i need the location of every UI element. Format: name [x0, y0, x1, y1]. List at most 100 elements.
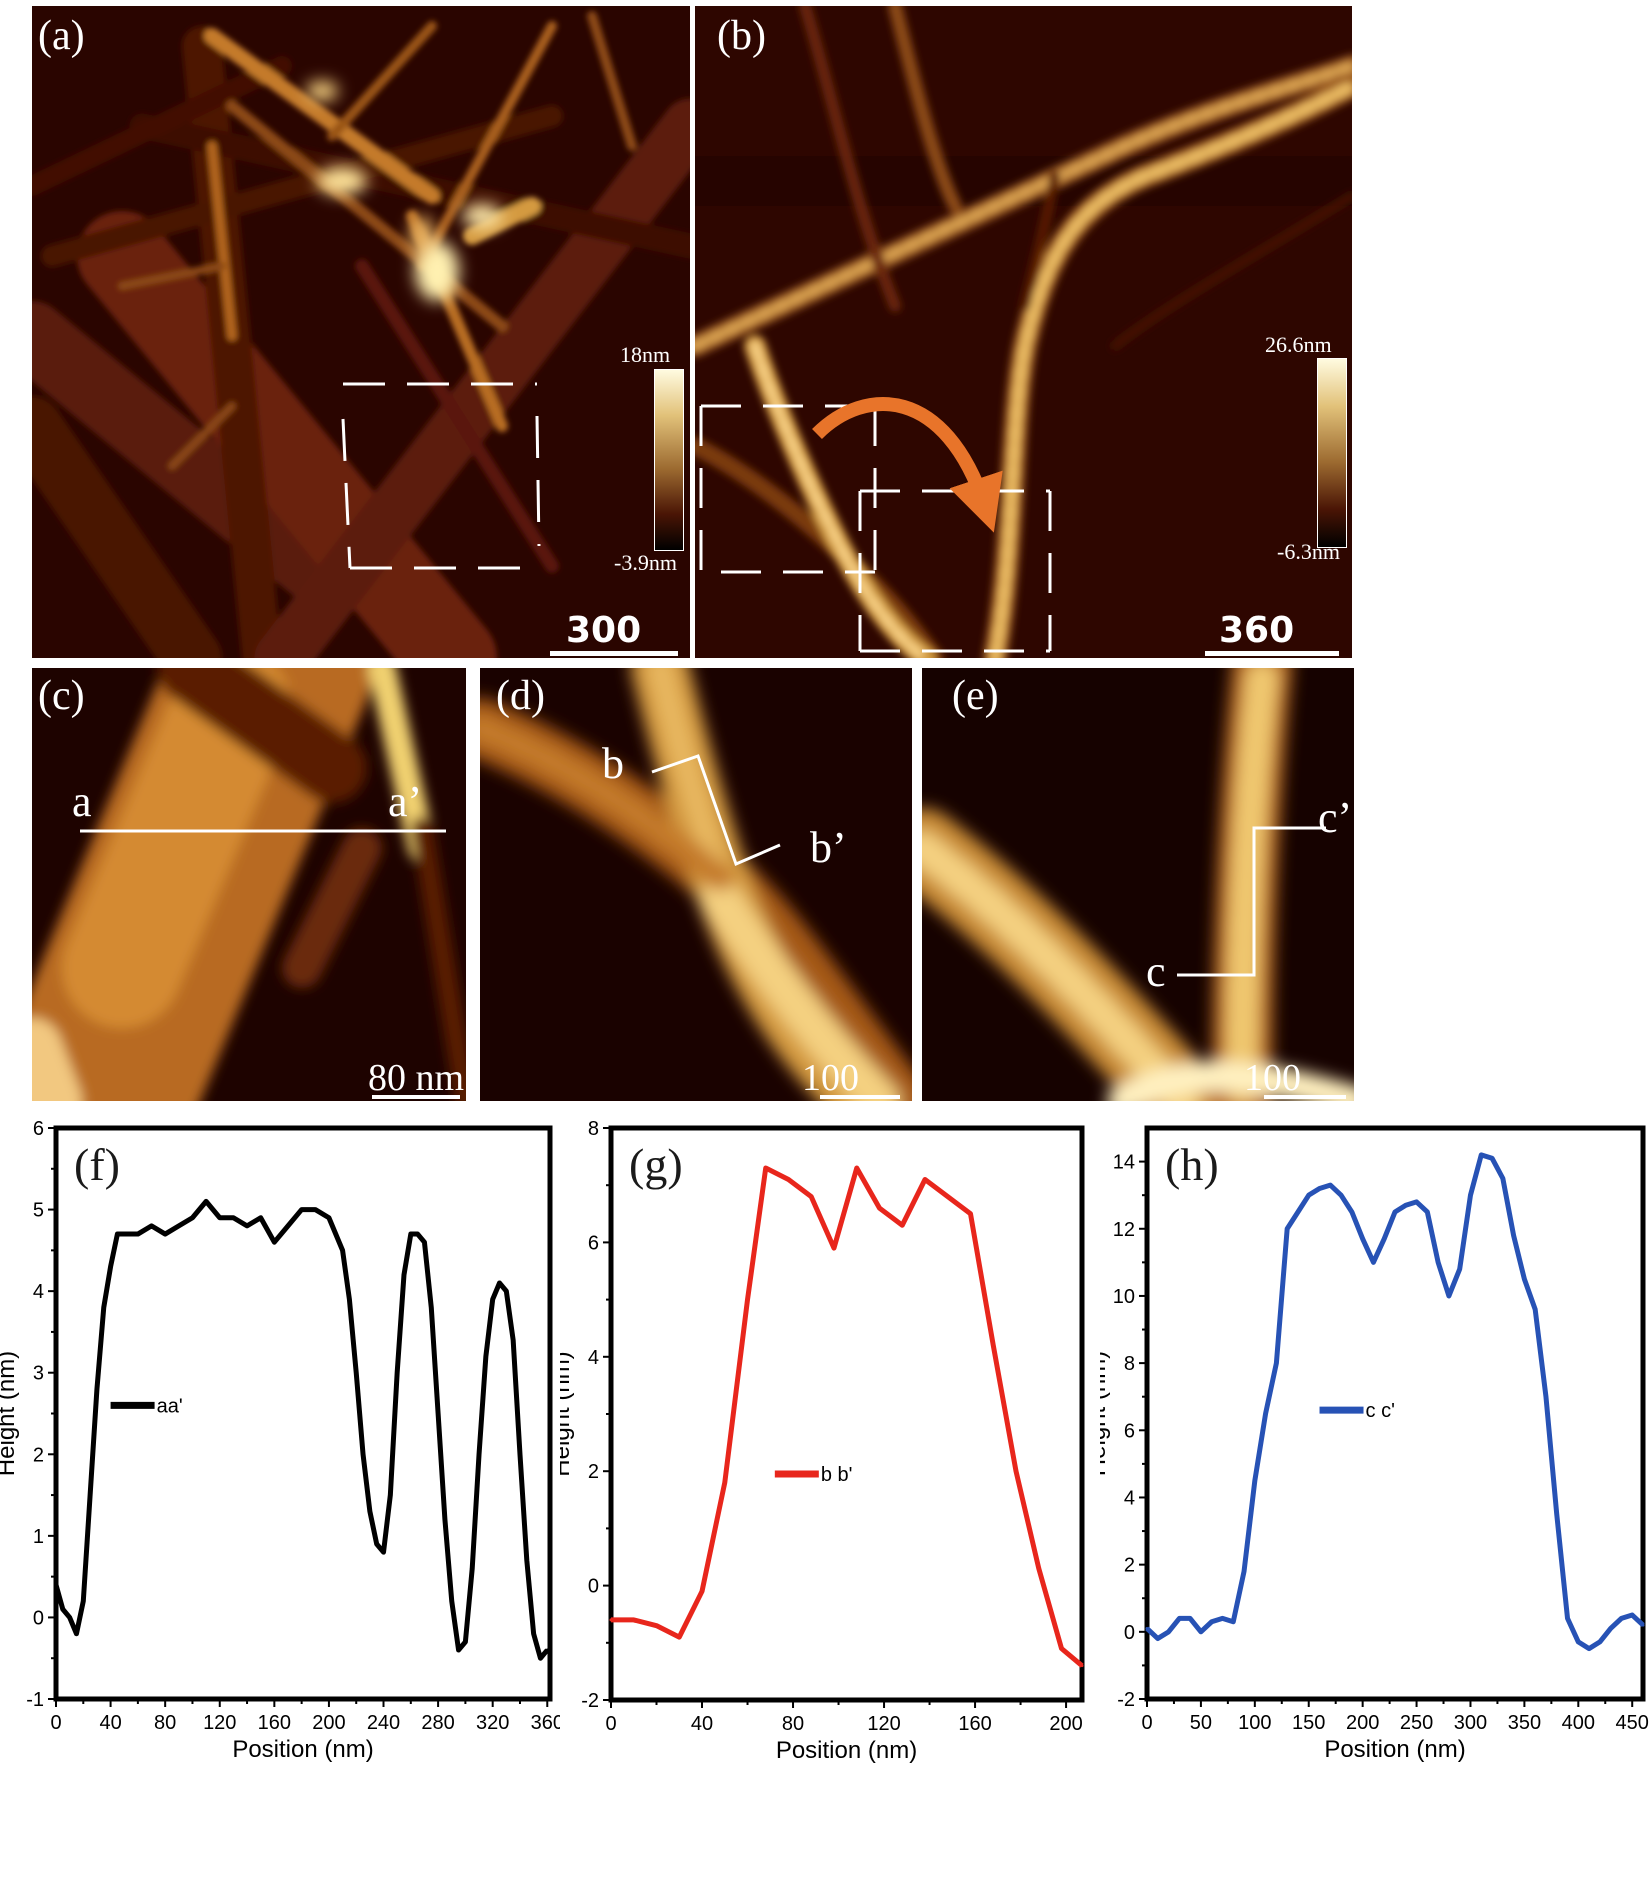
data-point — [259, 1216, 263, 1220]
y-tick-label: 2 — [588, 1461, 599, 1483]
data-point — [498, 1281, 502, 1285]
data-point — [1274, 1361, 1278, 1365]
data-point — [88, 1493, 92, 1497]
data-point — [245, 1224, 249, 1228]
data-point — [272, 1240, 276, 1244]
data-point — [1425, 1210, 1429, 1214]
x-tick-label: 240 — [367, 1712, 400, 1734]
data-point — [429, 1305, 433, 1309]
data-point — [1037, 1566, 1041, 1570]
series-points-0 — [54, 1199, 549, 1660]
data-point — [1264, 1412, 1268, 1415]
x-axis-label: Position (nm) — [1324, 1736, 1465, 1763]
scale-bar-label-d: 100 nm — [802, 1057, 859, 1099]
data-point — [1436, 1260, 1440, 1264]
data-point — [74, 1632, 78, 1636]
y-tick-label: 0 — [1124, 1622, 1135, 1644]
height-profile-chart-g: 0 40 80 120 160 200 -2 0 2 4 6 8 Position (nm) Height… — [560, 1110, 1100, 1879]
data-point — [382, 1550, 386, 1554]
data-point — [150, 1224, 154, 1228]
data-point — [436, 1412, 440, 1415]
line-end-label-e: c’ — [1318, 793, 1353, 842]
data-point — [1501, 1176, 1505, 1180]
legend-label: aa' — [157, 1395, 183, 1417]
data-point — [122, 1232, 126, 1236]
data-point — [700, 1589, 704, 1593]
panel-label-a: (a) — [38, 13, 85, 59]
plot-frame — [1144, 1125, 1646, 1702]
y-tick-label: 6 — [588, 1232, 599, 1254]
data-point — [190, 1216, 194, 1220]
data-point — [1447, 1294, 1451, 1298]
data-point — [457, 1648, 461, 1652]
data-point — [443, 1518, 447, 1522]
chart-panel-label: (g) — [629, 1139, 683, 1190]
data-point — [1468, 1193, 1472, 1197]
data-point — [177, 1224, 181, 1228]
x-tick-label: 350 — [1508, 1712, 1541, 1734]
data-point — [388, 1493, 392, 1497]
y-tick-label: 4 — [33, 1281, 44, 1303]
data-point — [1307, 1193, 1311, 1197]
data-point — [163, 1232, 167, 1236]
data-point — [511, 1338, 515, 1342]
data-point — [1587, 1647, 1591, 1651]
y-tick-label: 12 — [1113, 1219, 1135, 1241]
x-tick-label: 0 — [605, 1713, 616, 1735]
data-point — [1220, 1616, 1224, 1620]
data-point — [1641, 1623, 1645, 1627]
data-point — [1522, 1277, 1526, 1281]
data-point — [1328, 1183, 1332, 1187]
data-point — [900, 1223, 904, 1227]
data-point — [477, 1452, 481, 1456]
colorbar-a — [654, 369, 684, 551]
y-tick-label: -2 — [581, 1690, 599, 1712]
y-tick-label: 6 — [33, 1118, 44, 1140]
x-tick-label: 40 — [691, 1713, 713, 1735]
y-tick-label: 8 — [1124, 1353, 1135, 1375]
data-point — [402, 1273, 406, 1277]
colorbar-min-label: -6.3nm — [1277, 539, 1340, 564]
x-tick-label: 200 — [1049, 1713, 1082, 1735]
x-tick-label: 450 — [1616, 1712, 1649, 1734]
data-point — [61, 1607, 65, 1611]
data-point — [946, 1195, 950, 1199]
scale-bar-label-b: 360 nm — [1219, 610, 1295, 658]
scale-bar-label-c: 80 nm — [368, 1057, 465, 1099]
data-point — [832, 1246, 836, 1250]
x-tick-label: 40 — [99, 1712, 121, 1734]
data-point — [1350, 1210, 1354, 1214]
legend-label: c c' — [1366, 1400, 1395, 1422]
afm-panel-c: (c) a a’ 80 nm — [32, 668, 466, 1101]
line-end-label-d: b’ — [810, 823, 847, 872]
chart-svg-h: 0 50 100 150 200 250 300 350 400 450 -2 0 2 4 6 8 10 12 14… — [1100, 1125, 1649, 1763]
data-point — [1490, 1156, 1494, 1160]
data-point — [1231, 1620, 1235, 1624]
panel-label-e: (e) — [952, 673, 999, 719]
data-point — [1576, 1640, 1580, 1644]
data-point — [991, 1343, 995, 1347]
x-tick-label: 280 — [421, 1712, 454, 1734]
afm-image-d — [480, 668, 912, 1101]
x-tick-label: 50 — [1190, 1712, 1212, 1734]
data-point — [1199, 1630, 1203, 1634]
chart-panel-label: (f) — [74, 1139, 120, 1190]
data-point — [300, 1208, 304, 1212]
data-point — [463, 1640, 467, 1644]
series-points-0 — [1145, 1153, 1645, 1651]
chart-svg-g: 0 40 80 120 160 200 -2 0 2 4 6 8 Position (nm) Height… — [560, 1118, 1085, 1764]
data-point — [1415, 1200, 1419, 1204]
y-axis-label: Height (nm) — [560, 1351, 575, 1476]
data-point — [609, 1618, 613, 1622]
y-tick-label: 5 — [33, 1200, 44, 1222]
x-tick-label: 200 — [1346, 1712, 1379, 1734]
data-point — [1382, 1237, 1386, 1241]
data-point — [81, 1599, 85, 1603]
height-profile-chart-f: 0 40 80 120 160 200 240 280 320 360 -1 0 1 2 3 4 5 6 Posit… — [0, 1110, 560, 1879]
data-point — [855, 1166, 859, 1170]
x-tick-label: 150 — [1292, 1712, 1325, 1734]
data-point — [218, 1216, 222, 1220]
data-point — [877, 1206, 881, 1210]
afm-panel-a: 18nm -3.9nm (a) 300 nm — [32, 6, 690, 658]
panel-label-d: (d) — [496, 673, 545, 719]
